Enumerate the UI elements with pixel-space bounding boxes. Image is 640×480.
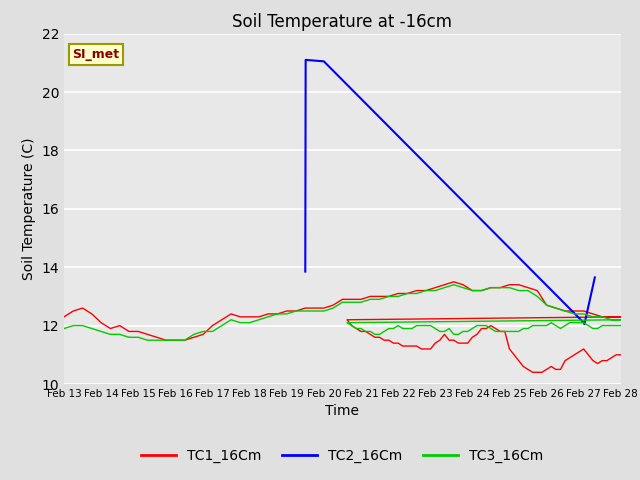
X-axis label: Time: Time [325,405,360,419]
Title: Soil Temperature at -16cm: Soil Temperature at -16cm [232,12,452,31]
Text: SI_met: SI_met [72,48,120,61]
Legend: TC1_16Cm, TC2_16Cm, TC3_16Cm: TC1_16Cm, TC2_16Cm, TC3_16Cm [136,444,549,469]
Y-axis label: Soil Temperature (C): Soil Temperature (C) [22,138,36,280]
